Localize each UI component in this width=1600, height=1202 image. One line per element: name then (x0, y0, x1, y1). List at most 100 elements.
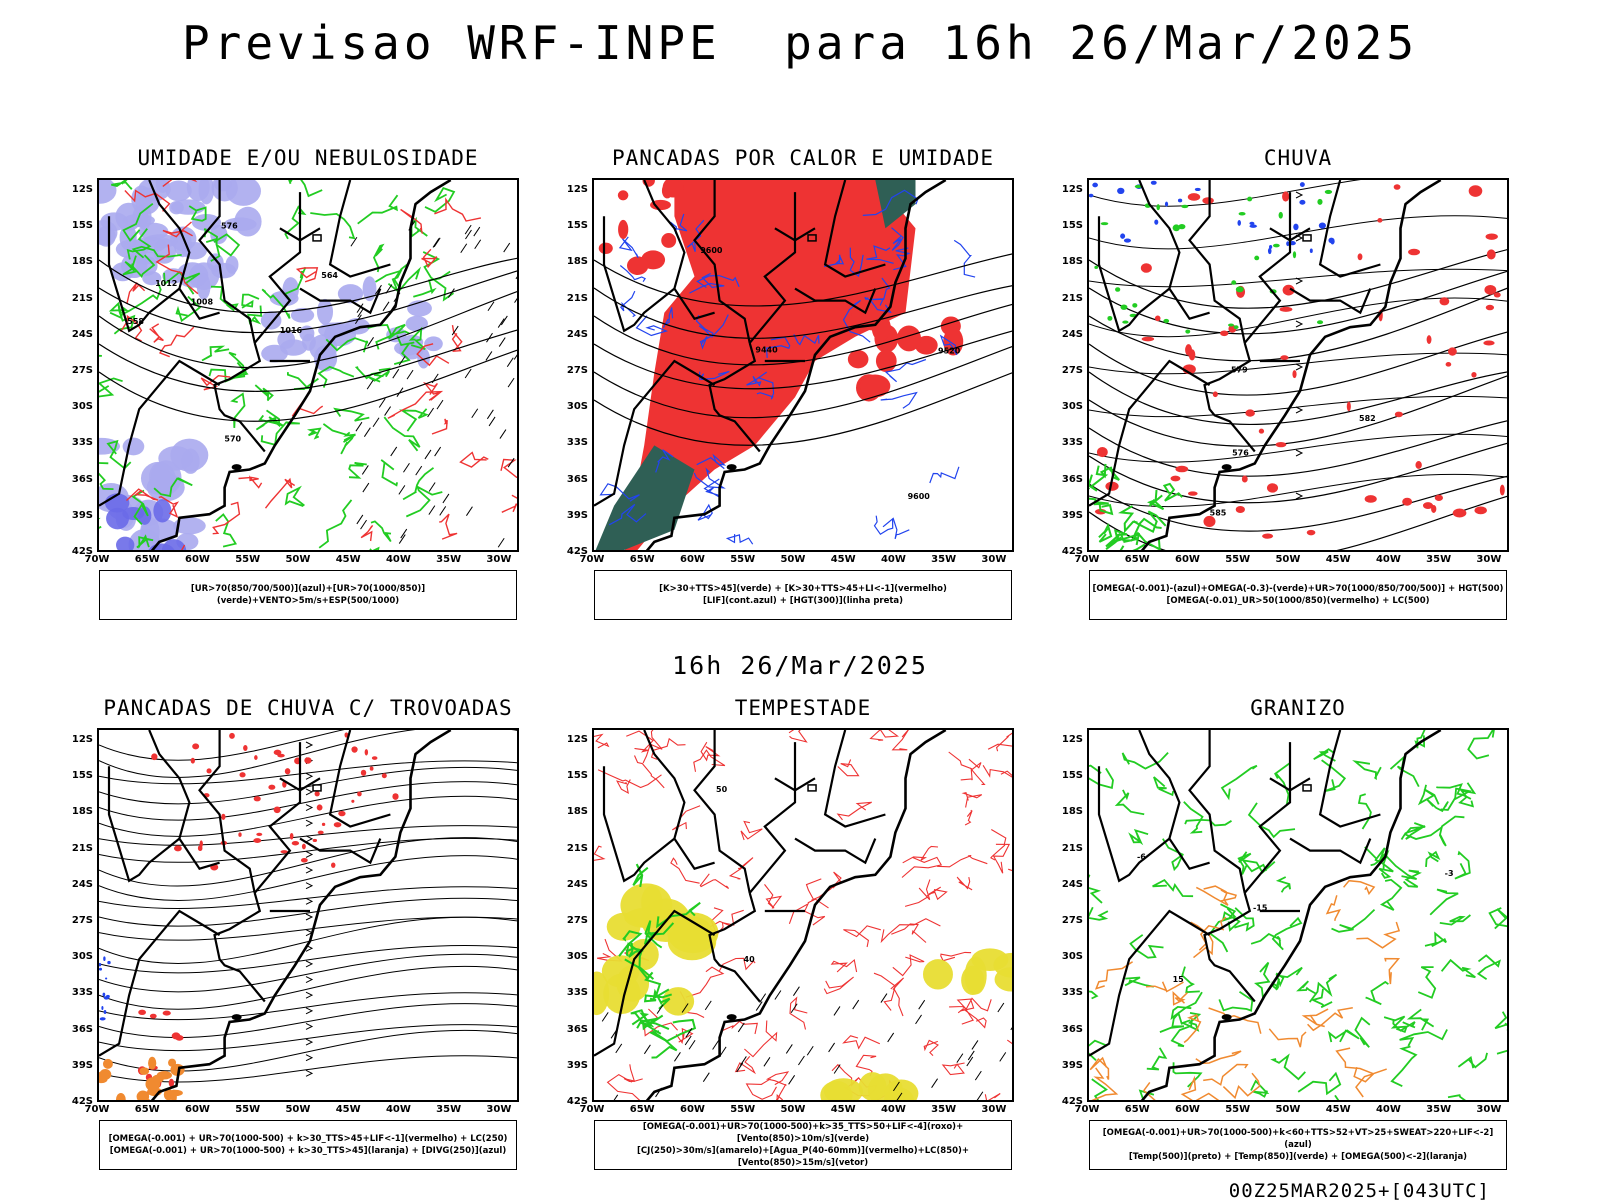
shaded-field (820, 1080, 853, 1100)
shaded-field (667, 912, 719, 954)
shaded-field (1452, 508, 1467, 518)
wind-vector (406, 369, 414, 380)
political-border (748, 192, 797, 344)
shaded-field (101, 1006, 104, 1010)
contour-line (1254, 961, 1271, 1000)
wind-vector (737, 1022, 745, 1033)
contour-line (153, 477, 193, 498)
contour-line (849, 247, 864, 277)
contour-line (124, 254, 156, 279)
shaded-field (1448, 347, 1457, 356)
contour-line (1321, 759, 1347, 792)
contour-line (740, 820, 763, 841)
latitude-tick-label: 21S (1061, 292, 1083, 304)
contour-line (904, 879, 931, 907)
footer-run-label: 00Z25MAR2025+[043UTC] (1228, 1180, 1490, 1202)
contour-line (424, 187, 456, 213)
contour-line (953, 239, 976, 278)
latitude-tick-label: 30S (71, 401, 93, 413)
latitude-tick-label: 39S (566, 1059, 588, 1071)
longitude-tick-label: 50W (1275, 554, 1301, 565)
shaded-field (206, 768, 212, 774)
height-contour (1089, 475, 1507, 532)
contour-line (842, 299, 871, 343)
streamline (99, 760, 517, 785)
height-contour (99, 349, 517, 422)
contour-line (689, 272, 725, 294)
latitude-tick-label: 15S (1061, 770, 1083, 782)
shaded-field (1178, 223, 1186, 230)
shaded-field (1092, 182, 1098, 188)
shaded-field (662, 180, 684, 198)
contour-line (1457, 1052, 1488, 1069)
contour-line (1145, 981, 1184, 993)
political-border (1188, 180, 1246, 344)
wind-vector (488, 416, 496, 427)
contour-label: -3 (1445, 869, 1454, 878)
contour-line (254, 384, 274, 402)
shaded-field (1402, 497, 1413, 506)
longitude-tick-label: 65W (134, 1104, 160, 1115)
contour-line (1325, 895, 1342, 921)
shaded-field (1249, 221, 1255, 225)
shaded-field (1275, 442, 1287, 448)
longitude-tick-label: 50W (780, 554, 806, 565)
latitude-tick-label: 39S (71, 509, 93, 521)
shaded-field (277, 330, 296, 349)
height-contour (99, 270, 517, 334)
height-contour (1089, 375, 1507, 447)
shaded-field (99, 962, 102, 967)
contour-line (1237, 851, 1252, 875)
latitude-tick-label: 33S (566, 437, 588, 449)
shaded-field (1292, 370, 1297, 379)
contour-line (1352, 760, 1382, 781)
shaded-field (221, 813, 226, 820)
contour-line (284, 205, 307, 240)
panel-title: CHUVA (1263, 146, 1333, 170)
contour-line (618, 236, 639, 259)
contour-line (869, 277, 891, 306)
legend-line: [LIF](cont.azul) + [HGT(300)](linha pret… (702, 596, 904, 606)
shaded-field (1485, 233, 1498, 240)
contour-line (1343, 879, 1376, 896)
streamline (99, 897, 517, 927)
contour-line (387, 390, 444, 419)
streamline-arrow (305, 835, 314, 843)
instability-area (624, 180, 916, 550)
contour-line (162, 180, 198, 187)
shaded-field (1299, 182, 1305, 187)
wind-vector (424, 449, 432, 460)
political-border (774, 777, 816, 792)
shaded-field (198, 180, 215, 205)
contour-line (873, 515, 894, 536)
shaded-field (1280, 355, 1289, 361)
political-border (1097, 766, 1210, 883)
political-border (213, 892, 266, 1003)
contour-line (149, 323, 164, 343)
contour-line (1089, 990, 1099, 1000)
latitude-tick-label: 39S (1061, 509, 1083, 521)
wind-vector (966, 1056, 974, 1067)
streamline (1089, 433, 1507, 463)
wind-vector (465, 229, 472, 240)
federal-district (807, 784, 817, 792)
contour-line (1425, 850, 1441, 867)
contour-line (1297, 1071, 1342, 1096)
wind-vector (384, 406, 392, 416)
latitude-tick-label: 36S (71, 473, 93, 485)
longitude-tick-label: 35W (931, 1104, 957, 1115)
contour-line (1488, 907, 1507, 928)
longitude-tick-label: 55W (1225, 554, 1251, 565)
political-border (1289, 837, 1372, 865)
longitude-tick-label: 30W (486, 554, 512, 565)
latitude-tick-label: 24S (566, 878, 588, 890)
political-border (107, 216, 220, 333)
streamline (1089, 352, 1507, 375)
longitude-tick-label: 50W (285, 554, 311, 565)
contour-line (1406, 1008, 1435, 1031)
contour-line (1296, 980, 1318, 995)
contour-line (891, 923, 927, 943)
longitude-tick-label: 30W (981, 1104, 1007, 1115)
latitude-tick-label: 42S (1061, 1096, 1083, 1107)
wind-vector (915, 1014, 922, 1025)
